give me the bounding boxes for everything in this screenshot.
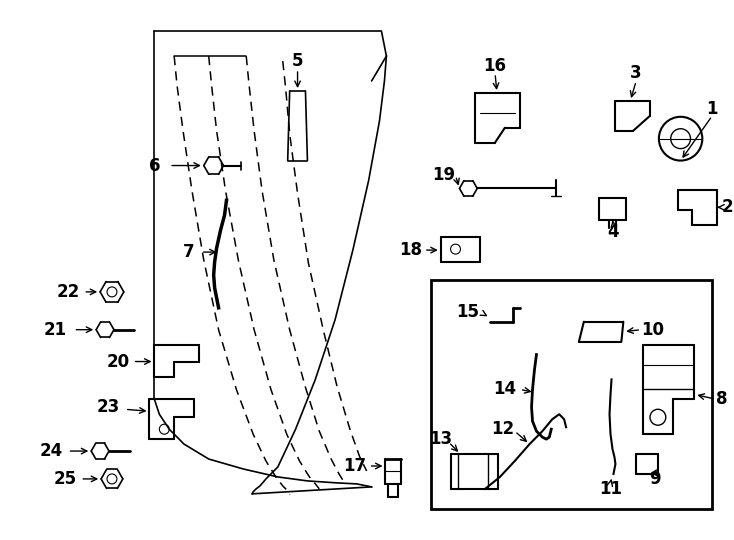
- Text: 24: 24: [39, 442, 62, 460]
- Text: 22: 22: [57, 283, 80, 301]
- Text: 19: 19: [432, 166, 455, 185]
- Text: 16: 16: [484, 57, 506, 75]
- Text: 20: 20: [106, 353, 129, 370]
- Text: 18: 18: [399, 241, 423, 259]
- Text: 1: 1: [706, 100, 718, 118]
- Text: 3: 3: [631, 64, 642, 82]
- Text: 11: 11: [599, 480, 622, 498]
- Bar: [431, 280, 712, 509]
- Text: 17: 17: [344, 457, 366, 475]
- Text: 15: 15: [456, 303, 479, 321]
- Text: 4: 4: [608, 223, 619, 241]
- Text: 13: 13: [429, 430, 452, 448]
- Text: 7: 7: [184, 243, 195, 261]
- Text: 2: 2: [722, 198, 733, 217]
- Text: 10: 10: [642, 321, 664, 339]
- Text: 12: 12: [491, 420, 515, 438]
- Text: 25: 25: [54, 470, 77, 488]
- Text: 9: 9: [649, 470, 661, 488]
- Text: 6: 6: [149, 157, 160, 174]
- Text: 23: 23: [96, 399, 120, 416]
- Text: 14: 14: [493, 380, 517, 399]
- Text: 5: 5: [292, 52, 303, 70]
- Text: 21: 21: [44, 321, 68, 339]
- Text: 8: 8: [716, 390, 728, 408]
